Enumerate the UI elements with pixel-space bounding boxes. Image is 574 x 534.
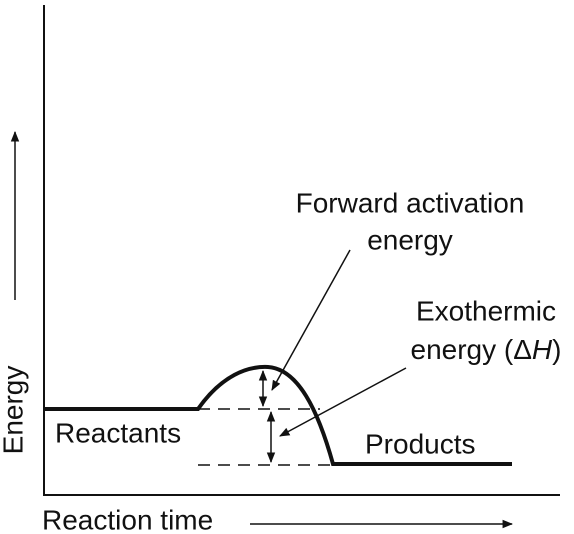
label: energy — [367, 224, 453, 255]
label: Exothermic — [416, 295, 556, 326]
label-part: energy (Δ — [411, 334, 532, 365]
label-part: ) — [552, 334, 561, 365]
axes — [43, 5, 560, 496]
label: Reactants — [55, 417, 181, 448]
pointer-line — [271, 249, 351, 391]
label: energy (ΔH) — [411, 334, 562, 365]
y-axis-label: Energy — [0, 366, 28, 455]
energy-curve — [44, 364, 512, 466]
label: Products — [365, 428, 476, 459]
x-axis-label: Reaction time — [42, 504, 213, 534]
label-part: H — [532, 334, 553, 365]
pointer-line — [279, 367, 407, 437]
label: Forward activation — [296, 187, 525, 218]
